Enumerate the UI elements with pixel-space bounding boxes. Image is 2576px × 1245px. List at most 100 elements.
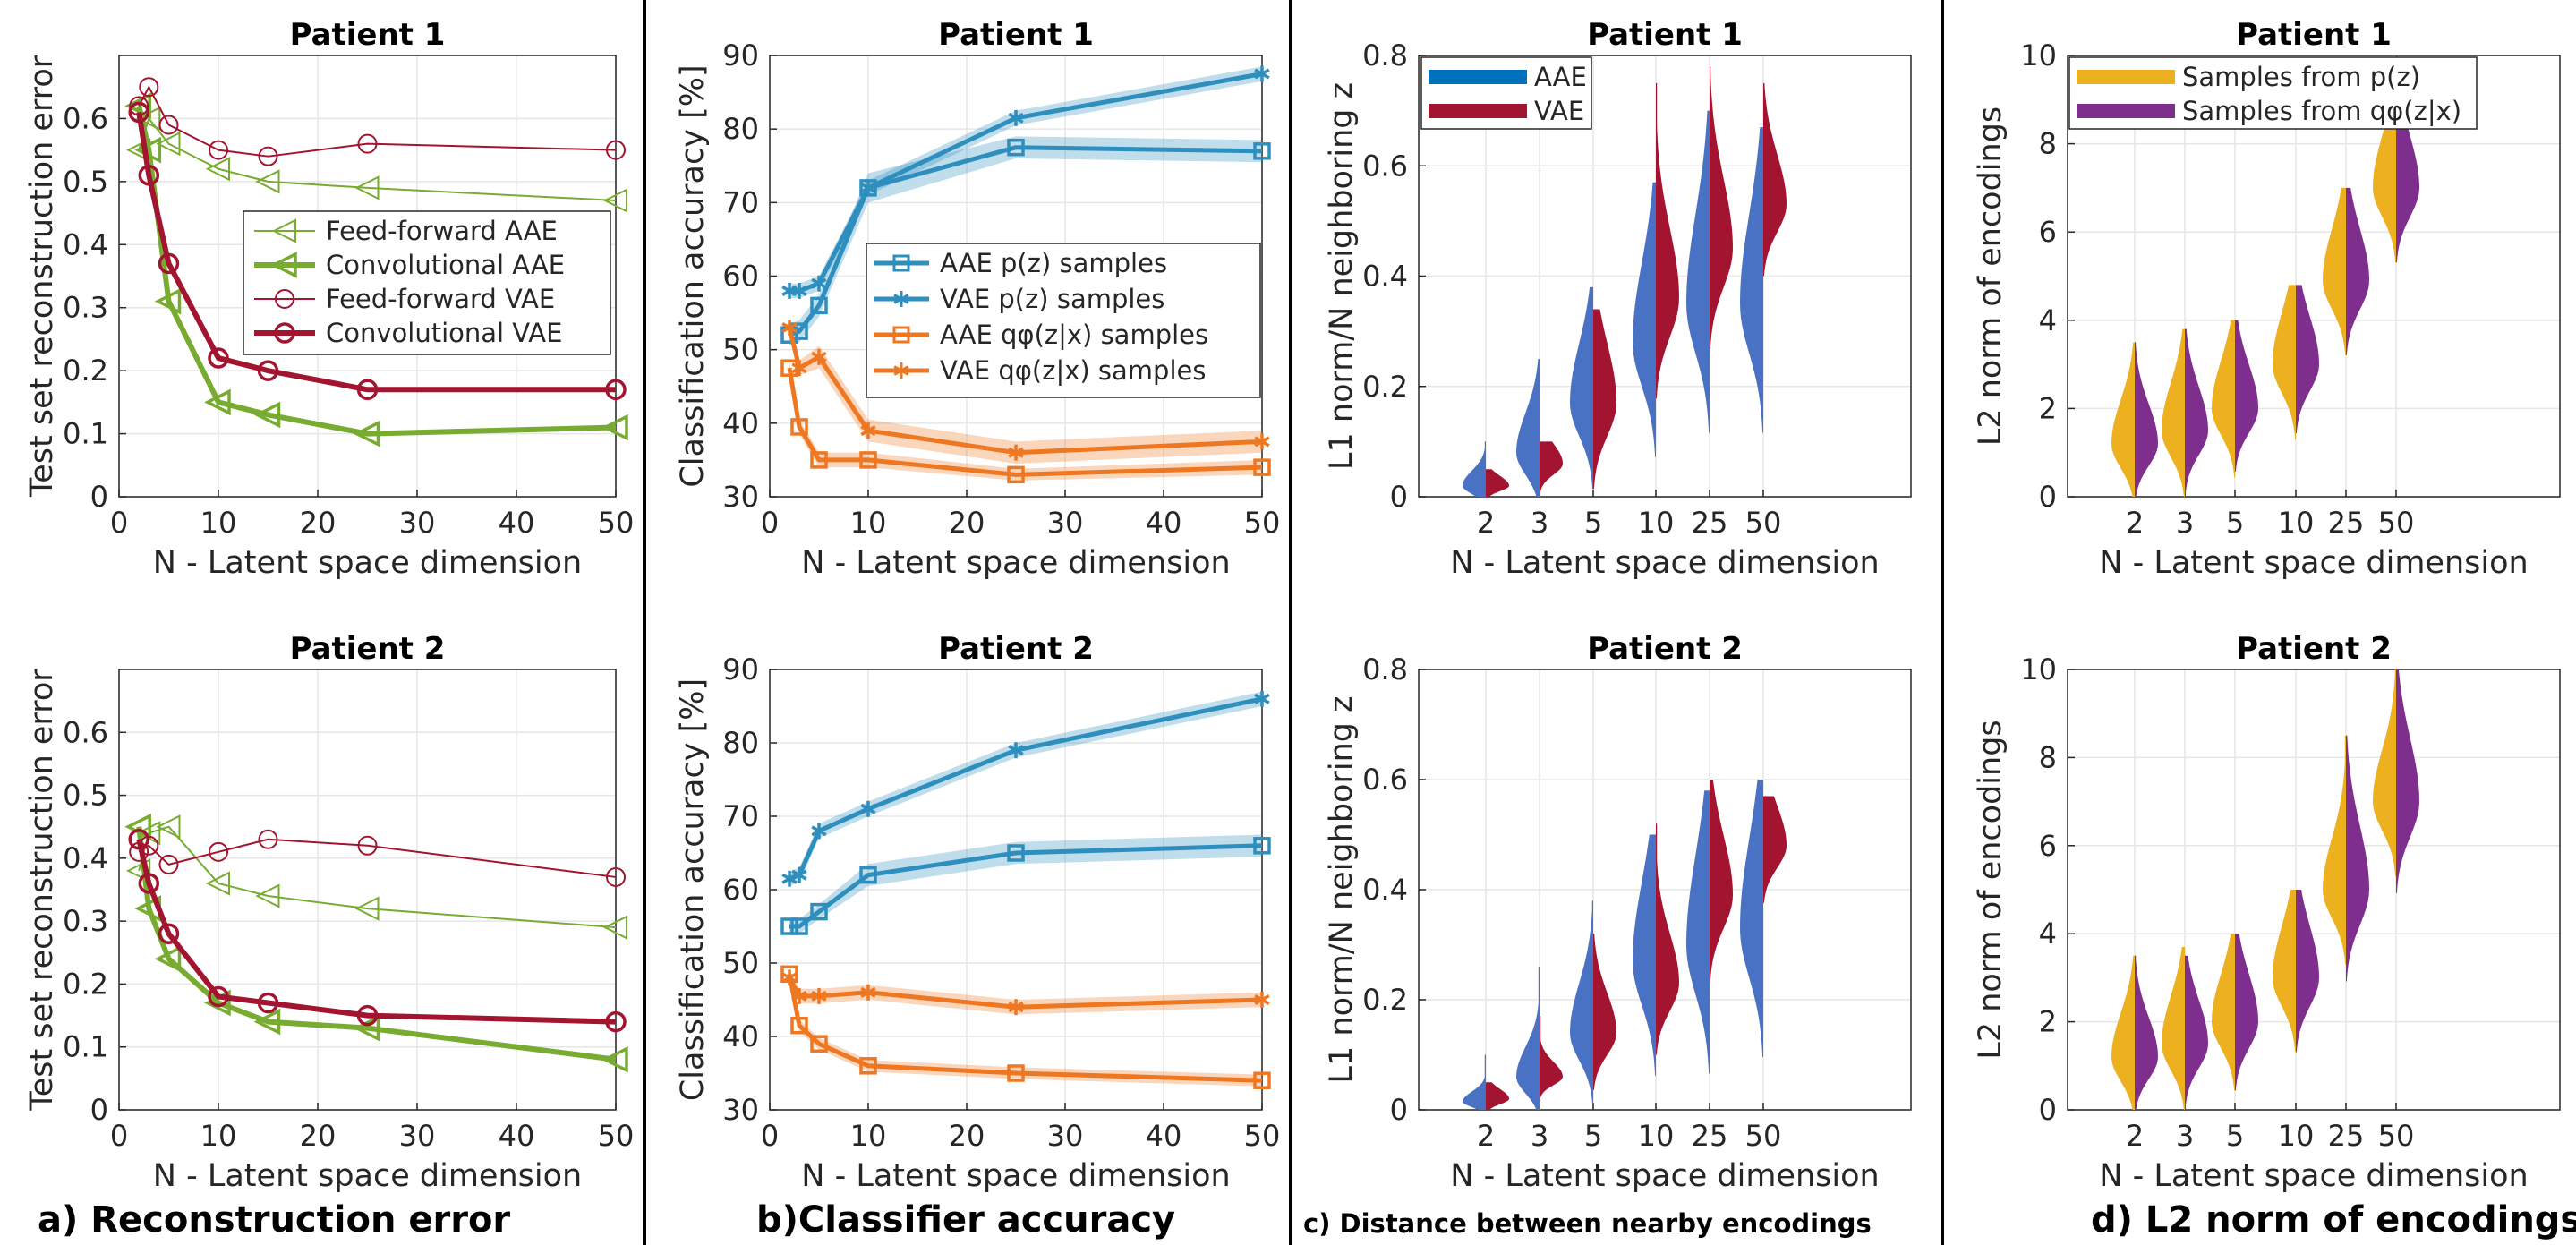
y-axis-label: L1 norm/N neighboring z — [1324, 82, 1360, 470]
legend-swatch — [1429, 104, 1527, 118]
plot-title: Patient 2 — [290, 631, 446, 667]
data-point — [258, 829, 278, 849]
legend-label: Convolutional AAE — [326, 250, 565, 280]
tick-label-y: 0.4 — [1362, 873, 1408, 907]
violin-left-half — [2373, 669, 2396, 876]
tick-label-y: 30 — [722, 1093, 759, 1127]
violin-right-half — [1593, 309, 1616, 490]
tick-label-y: 90 — [722, 652, 759, 686]
data-point — [208, 347, 229, 369]
data-point — [860, 422, 876, 439]
data-point — [810, 296, 828, 315]
violin-left-half — [2323, 735, 2346, 965]
tick-label-y: 2 — [2039, 1005, 2057, 1039]
violin-left-half — [1740, 127, 1763, 433]
violin-right-half — [1486, 1082, 1509, 1110]
data-point — [124, 813, 151, 840]
data-point — [780, 917, 798, 935]
data-point — [790, 917, 808, 935]
violin-left-half — [1516, 358, 1540, 497]
tick-label-y: 0.1 — [63, 417, 108, 451]
data-point — [353, 420, 380, 448]
data-point — [859, 866, 877, 884]
violin-right-half — [2235, 320, 2258, 472]
divider-1 — [643, 0, 646, 1245]
tick-label-x: 50 — [1745, 506, 1782, 540]
tick-label-y: 0 — [1390, 480, 1408, 514]
plot-frame — [769, 669, 1263, 1111]
violin-right-half — [1593, 934, 1616, 1090]
data-point — [1254, 65, 1270, 82]
tick-label-y: 0.2 — [1362, 983, 1408, 1017]
violin-right-half — [2346, 187, 2369, 355]
plot-title: Patient 2 — [2236, 631, 2392, 667]
panel-caption-d: d) L2 norm of encodings — [2091, 1199, 2576, 1241]
tick-label-y: 4 — [2039, 303, 2057, 337]
tick-label-x: 3 — [1531, 506, 1548, 540]
tick-label-x: 50 — [2378, 506, 2415, 540]
tick-label-x: 2 — [1477, 506, 1495, 540]
violin-right-half — [1540, 1016, 1563, 1099]
violin-left-half — [2162, 328, 2185, 497]
violin-left-half — [1463, 1054, 1486, 1110]
tick-label-y: 0.3 — [63, 904, 108, 938]
legend-label: VAE — [1534, 96, 1584, 126]
data-point — [811, 823, 827, 840]
violin-right-half — [1656, 823, 1679, 1055]
data-point — [134, 136, 162, 164]
tick-label-y: 0 — [90, 480, 108, 514]
tick-label-y: 60 — [722, 873, 759, 907]
tick-label-y: 70 — [722, 799, 759, 833]
data-point — [258, 146, 278, 166]
tick-label-x: 10 — [2278, 506, 2315, 540]
violin-right-half — [1656, 82, 1679, 399]
legend-marker — [274, 322, 295, 344]
violin-left-half — [2212, 320, 2235, 478]
data-point — [156, 131, 181, 157]
tick-label-y: 40 — [722, 1019, 759, 1053]
y-axis-label: Classification accuracy [%] — [675, 678, 711, 1101]
tick-label-y: 0.8 — [1362, 652, 1408, 686]
tick-label-y: 70 — [722, 185, 759, 219]
data-point — [601, 1045, 628, 1073]
plot-title: Patient 2 — [938, 631, 1094, 667]
violin-left-half — [2111, 342, 2135, 497]
plot-frame — [1418, 669, 1912, 1111]
series-line — [787, 327, 1263, 456]
tick-label-x: 3 — [2176, 1119, 2194, 1153]
violin-left-half — [2212, 934, 2235, 1091]
legend-marker — [892, 254, 910, 272]
tick-label-y: 2 — [2039, 391, 2057, 425]
data-point — [158, 115, 179, 135]
panel-caption-c: c) Distance between nearby encodings — [1303, 1208, 1872, 1239]
tick-label-x: 30 — [1047, 506, 1084, 540]
tick-label-x: 0 — [761, 1119, 779, 1153]
data-point — [810, 451, 828, 469]
tick-label-x: 20 — [300, 1119, 337, 1153]
plot-frame — [118, 55, 617, 498]
data-point — [790, 1016, 808, 1035]
data-point — [602, 915, 627, 940]
violin-right-half — [2235, 934, 2258, 1091]
data-point — [790, 418, 808, 436]
tick-label-x: 0 — [110, 1119, 128, 1153]
divider-3 — [1941, 0, 1944, 1245]
tick-label-y: 0.8 — [1362, 38, 1408, 72]
data-point — [1007, 138, 1025, 157]
series-line — [138, 838, 617, 878]
y-axis-label: Test set reconstruction error — [24, 669, 60, 1112]
violin-right-half — [2296, 285, 2319, 434]
violin-left-half — [2162, 946, 2185, 1110]
tick-label-x: 30 — [399, 1119, 436, 1153]
violin-right-half — [2135, 342, 2158, 497]
data-point — [606, 140, 626, 160]
legend-swatch — [2077, 70, 2175, 84]
data-point — [139, 77, 159, 98]
tick-label-y: 40 — [722, 406, 759, 440]
legend-marker — [270, 252, 297, 278]
data-point — [859, 1057, 877, 1075]
legend-label: VAE p(z) samples — [940, 284, 1164, 314]
data-point — [1254, 690, 1270, 707]
violin-left-half — [1686, 110, 1710, 433]
